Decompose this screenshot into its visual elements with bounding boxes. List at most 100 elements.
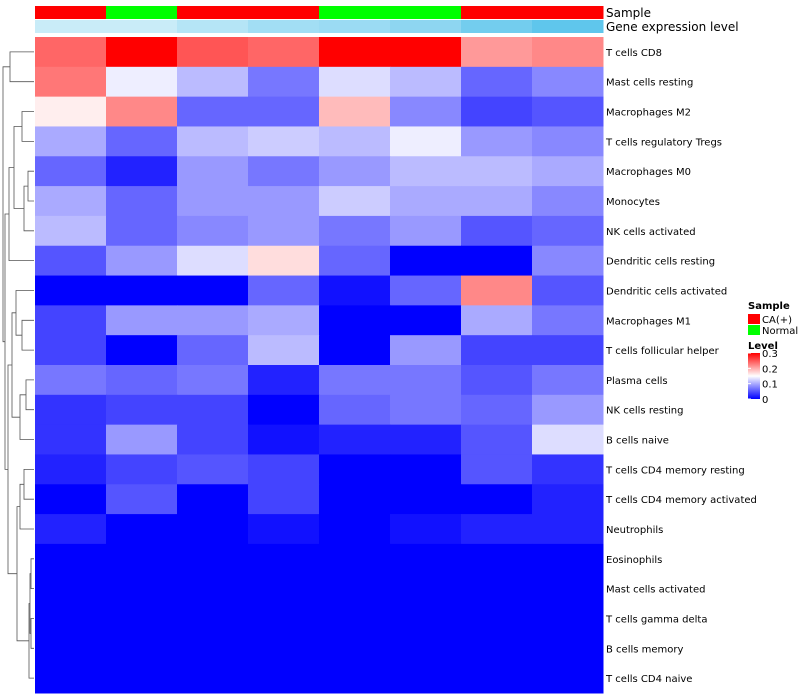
heatmap-cell: [532, 454, 604, 485]
heatmap-cell: [177, 245, 249, 277]
heatmap-cell: [319, 454, 391, 485]
sample-annotation-cell: [106, 6, 178, 19]
heatmap-cell: [390, 96, 462, 127]
heatmap-cell: [461, 37, 533, 68]
row-label: T cells CD4 memory resting: [605, 465, 745, 476]
heatmap-cell: [319, 156, 391, 187]
expression-annotation-cell: [35, 20, 107, 33]
dendrogram-branch: [16, 506, 29, 642]
heatmap-cell: [390, 573, 462, 605]
sample-annotation-cell: [35, 6, 107, 19]
heatmap-cell: [106, 275, 178, 306]
heatmap-cell: [461, 663, 533, 694]
row-label: T cells CD4 memory activated: [605, 495, 757, 506]
dendrogram-branch: [21, 111, 34, 142]
heatmap-cell: [390, 424, 462, 455]
legend-swatch: [748, 314, 760, 324]
heatmap-cell: [390, 365, 462, 396]
dendrogram-branch: [19, 483, 34, 530]
expression-annotation-cell: [532, 20, 604, 33]
heatmap-cell: [532, 633, 604, 664]
heatmap-cell: [390, 394, 462, 426]
heatmap-cell: [319, 484, 391, 515]
heatmap-cell: [532, 186, 604, 217]
heatmap-cell: [106, 96, 178, 127]
row-label: NK cells activated: [606, 227, 696, 238]
heatmap-cell: [248, 126, 320, 157]
row-label: Dendritic cells activated: [606, 286, 727, 297]
heatmap-cell: [319, 96, 391, 127]
heatmap-cell: [319, 514, 391, 545]
heatmap-cell: [35, 663, 107, 694]
heatmap-cell: [319, 603, 391, 634]
heatmap-cell: [35, 514, 107, 545]
heatmap-cell: [390, 126, 462, 157]
heatmap-cell: [35, 365, 107, 396]
heatmap-cell: [35, 484, 107, 515]
heatmap-cell: [532, 275, 604, 306]
heatmap-cell: [106, 394, 178, 426]
legend-title-sample: Sample: [748, 301, 790, 312]
heatmap-cell: [177, 126, 249, 157]
heatmap-cell: [319, 394, 391, 426]
row-label: Eosinophils: [606, 555, 662, 566]
heatmap-cell: [319, 424, 391, 455]
heatmap-cell: [248, 37, 320, 68]
heatmap-cell: [390, 275, 462, 306]
heatmap-cell: [106, 573, 178, 605]
heatmap-cell: [177, 305, 249, 336]
heatmap-cell: [177, 484, 249, 515]
heatmap-cell: [177, 186, 249, 217]
heatmap-cell: [248, 543, 320, 575]
heatmap-cell: [461, 543, 533, 575]
heatmap-cell: [106, 663, 178, 694]
expression-annotation-cell: [461, 20, 533, 33]
heatmap-cell: [532, 424, 604, 455]
heatmap-cell: [248, 454, 320, 485]
heatmap-cell: [390, 514, 462, 545]
legend-item-label: Normal: [762, 326, 798, 337]
heatmap-cell: [461, 245, 533, 277]
heatmap-cell: [532, 365, 604, 396]
heatmap-cell: [532, 543, 604, 575]
dendrogram-branch: [23, 469, 34, 500]
expression-annotation-cell: [248, 20, 320, 33]
row-label: Neutrophils: [606, 525, 663, 536]
heatmap-cell: [35, 245, 107, 277]
heatmap-cell: [35, 186, 107, 217]
heatmap-cell: [532, 126, 604, 157]
row-label: Monocytes: [606, 197, 660, 208]
heatmap-cell: [390, 37, 462, 68]
heatmap-cell: [35, 424, 107, 455]
heatmap-cell: [106, 305, 178, 336]
row-label: Plasma cells: [606, 376, 668, 387]
heatmap-cell: [106, 543, 178, 575]
heatmap-cell: [532, 245, 604, 277]
heatmap-cell: [177, 66, 249, 98]
heatmap-cell: [35, 305, 107, 336]
row-label: T cells regulatory Tregs: [605, 137, 722, 148]
heatmap-cell: [461, 275, 533, 306]
heatmap-cell: [248, 96, 320, 127]
heatmap-cell: [177, 365, 249, 396]
heatmap-cell: [177, 603, 249, 634]
heatmap-cell: [248, 335, 320, 366]
legend-tick-label: 0.3: [762, 349, 778, 360]
heatmap-cell: [35, 394, 107, 426]
heatmap-cell: [319, 37, 391, 68]
sample-annotation-cell: [532, 6, 604, 19]
heatmap-cell: [390, 156, 462, 187]
heatmap-cell: [390, 245, 462, 277]
heatmap-cell: [390, 484, 462, 515]
heatmap-cell: [461, 603, 533, 634]
heatmap-cell: [35, 96, 107, 127]
heatmap-cell: [248, 603, 320, 634]
heatmap-cell: [248, 514, 320, 545]
row-label: T cells CD4 naive: [605, 674, 692, 685]
heatmap-cell: [248, 275, 320, 306]
row-label: Macrophages M0: [606, 167, 691, 178]
heatmap-cell: [106, 633, 178, 664]
heatmap-cell: [532, 573, 604, 605]
heatmap-cell: [248, 186, 320, 217]
